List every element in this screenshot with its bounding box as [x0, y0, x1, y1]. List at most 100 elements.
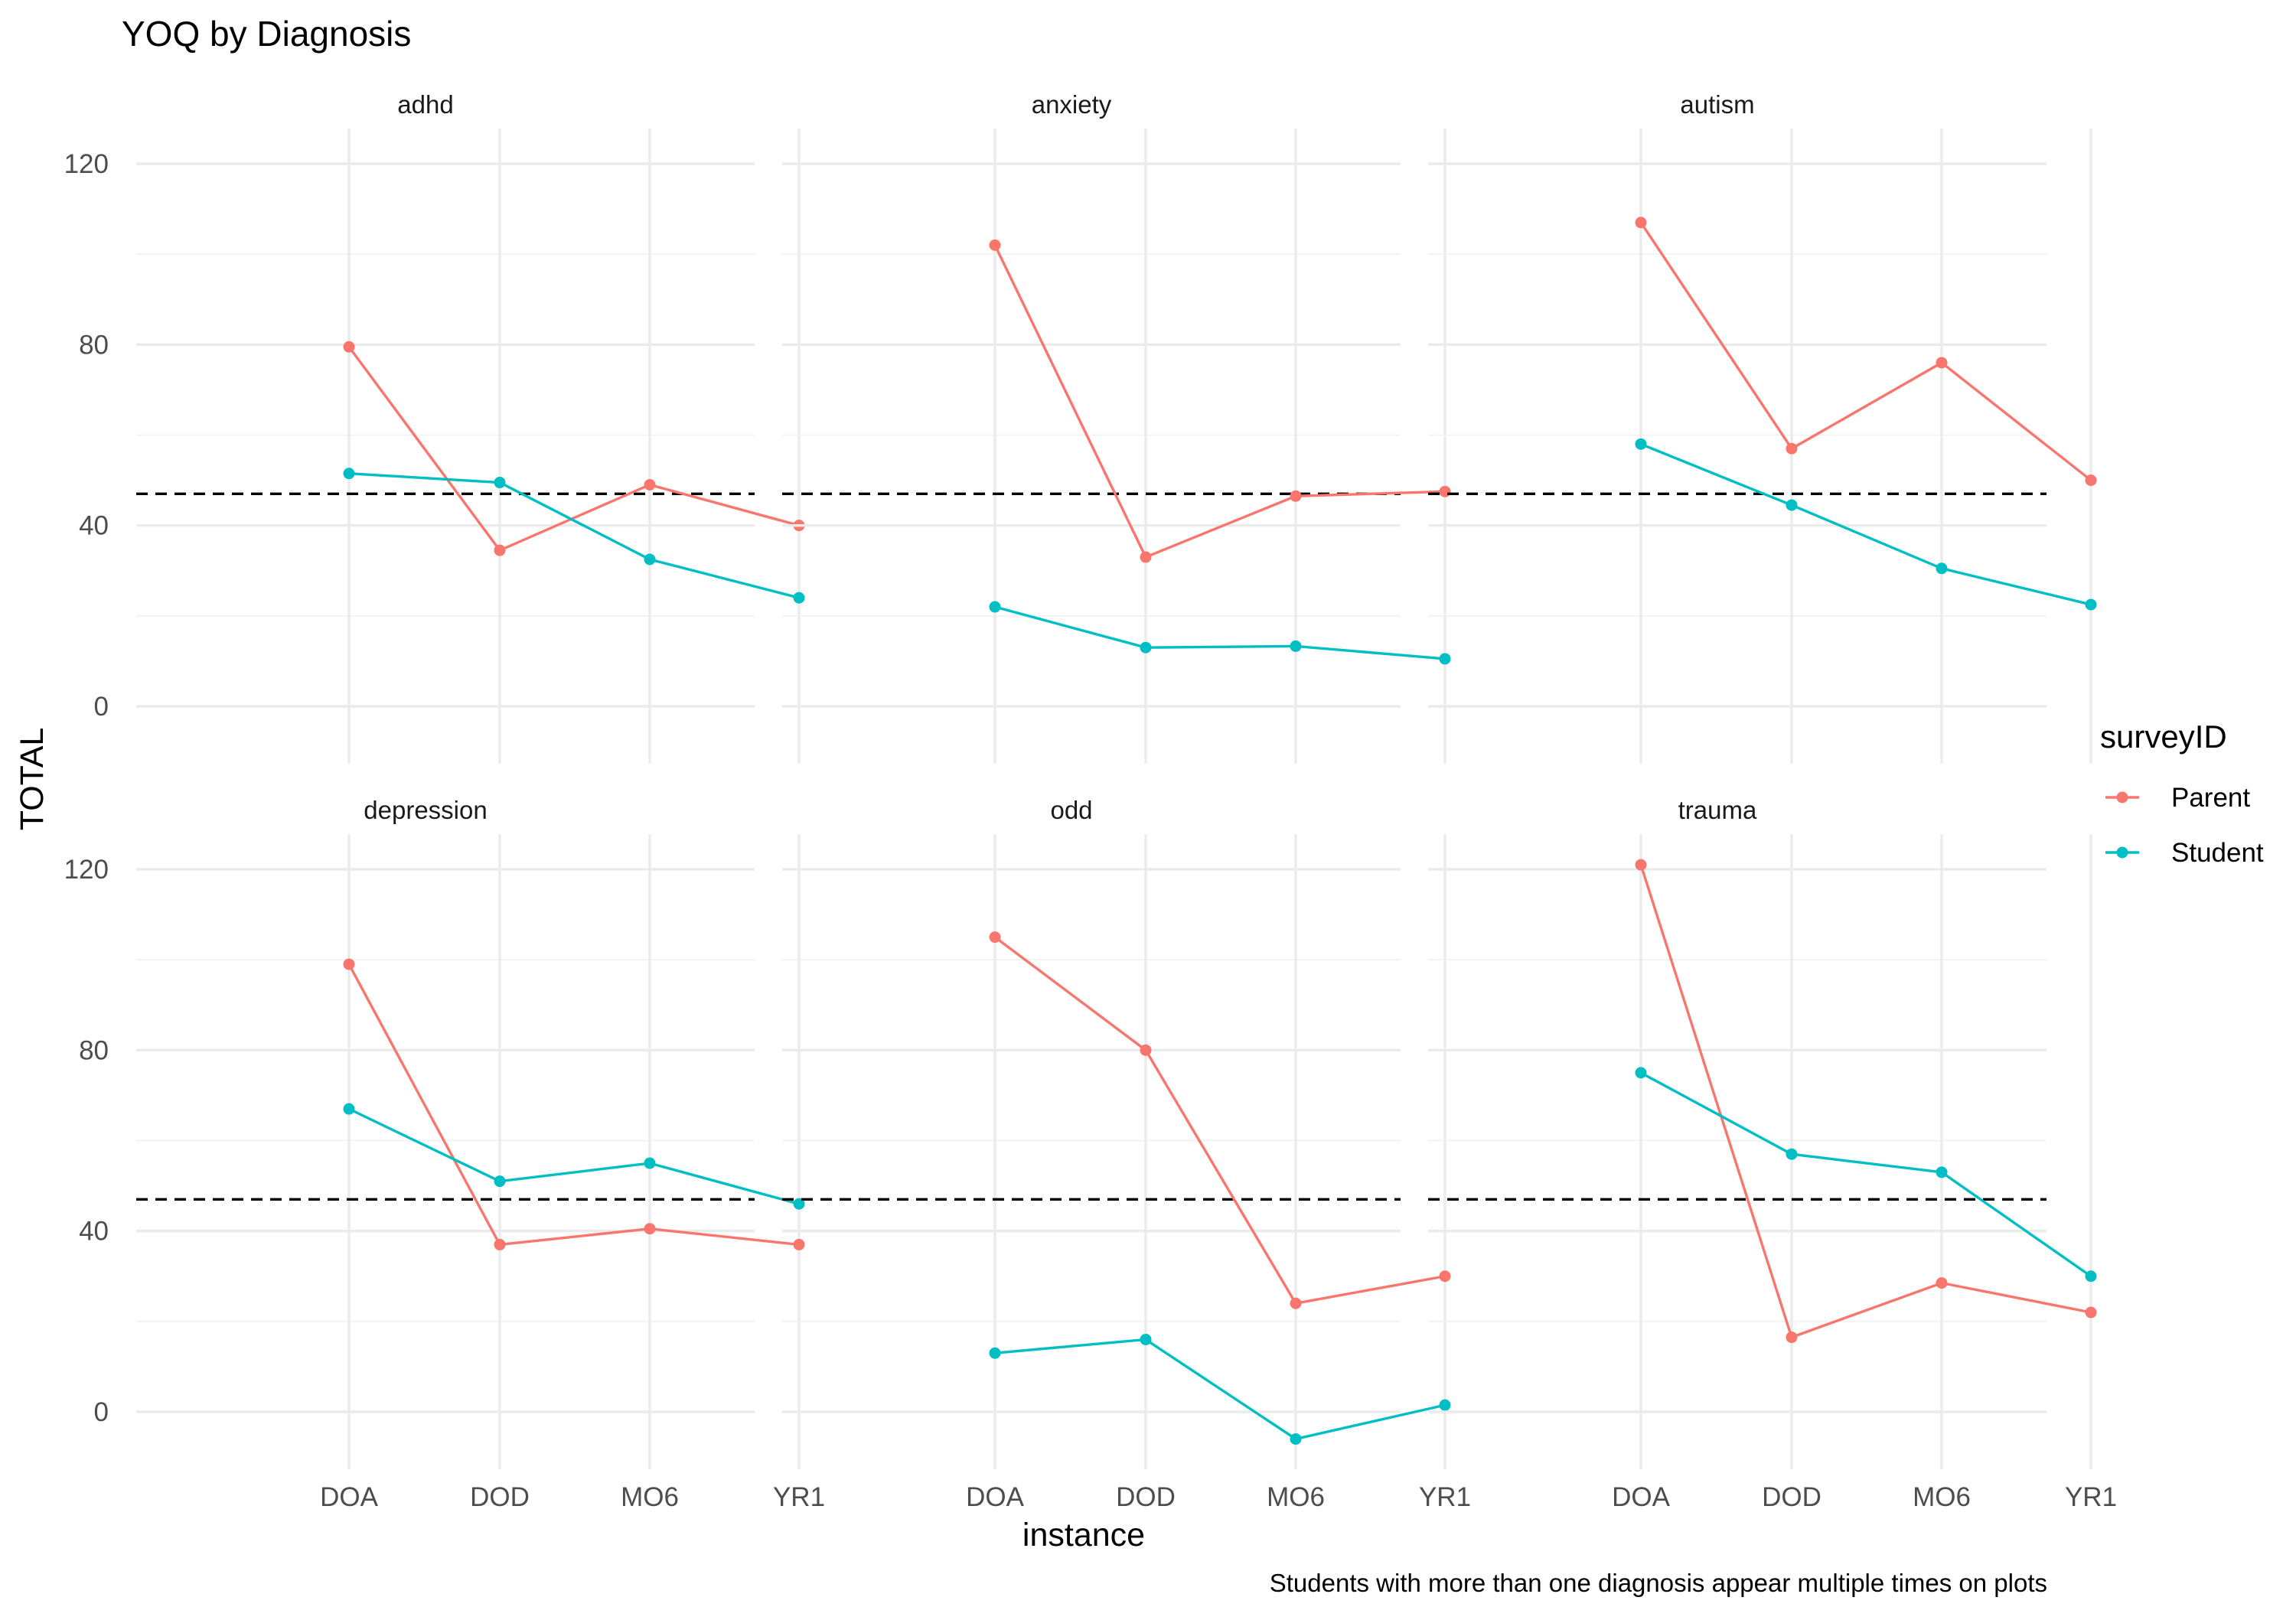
data-point-student: [989, 601, 1001, 613]
legend: surveyID Parent Student: [2100, 719, 2264, 868]
data-point-student: [343, 468, 355, 480]
data-point-parent: [494, 1238, 506, 1250]
data-point-parent: [343, 341, 355, 353]
facet-panel-autism: autism: [1428, 90, 2097, 764]
data-point-parent: [1786, 1332, 1798, 1344]
legend-key-point-parent: [2116, 791, 2128, 804]
data-point-parent: [1140, 1044, 1152, 1056]
data-point-student: [793, 592, 805, 604]
data-point-student: [343, 1103, 355, 1115]
series-line-parent: [347, 346, 800, 553]
series-line-parent: [347, 963, 800, 1247]
facet-label-trauma: trauma: [1678, 796, 1757, 824]
legend-key-point-student: [2116, 846, 2128, 859]
y-tick-label: 80: [79, 1035, 109, 1065]
facet-label-odd: odd: [1050, 796, 1092, 824]
data-point-parent: [1290, 490, 1302, 502]
data-point-student: [644, 553, 656, 566]
x-tick-label: DOD: [1116, 1482, 1176, 1512]
x-tick-label: MO6: [1913, 1482, 1971, 1512]
data-point-student: [1936, 562, 1948, 575]
y-tick-label: 120: [64, 855, 109, 885]
chart-caption: Students with more than one diagnosis ap…: [1270, 1569, 2047, 1597]
data-point-parent: [793, 1238, 805, 1250]
y-tick-label: 40: [79, 1217, 109, 1247]
data-point-parent: [1140, 551, 1152, 563]
x-tick-label: DOD: [1762, 1482, 1821, 1512]
data-point-parent: [494, 544, 506, 556]
series-line-parent: [993, 936, 1446, 1305]
data-point-parent: [343, 958, 355, 970]
facet-panel-depression: depression 0 40 80 120 DOA DOD MO6 YR1: [64, 796, 825, 1512]
facet-label-autism: autism: [1680, 90, 1754, 119]
y-tick-label: 0: [94, 1397, 109, 1427]
data-point-student: [494, 1175, 506, 1188]
series-line-parent: [993, 244, 1446, 559]
facet-panel-odd: odd DOA DOD MO6 YR1: [782, 796, 1471, 1512]
facet-label-depression: depression: [364, 796, 487, 824]
y-tick-label: 80: [79, 330, 109, 360]
facet-panel-adhd: adhd 0 40 80 120: [64, 90, 805, 764]
facet-panel-trauma: trauma DOA DOD MO6 YR1: [1428, 796, 2117, 1512]
y-tick-label: 0: [94, 692, 109, 722]
y-tick-label: 40: [79, 511, 109, 541]
legend-label-student: Student: [2171, 838, 2264, 868]
series-line-parent: [1639, 221, 2092, 481]
series-line-student: [994, 605, 1446, 660]
data-point-parent: [1439, 1270, 1451, 1283]
data-point-parent: [1936, 357, 1948, 369]
data-point-parent: [989, 239, 1001, 251]
data-point-parent: [644, 478, 656, 491]
series-line-parent: [1639, 864, 2092, 1339]
facet-label-anxiety: anxiety: [1032, 90, 1112, 119]
facet-panels: adhd 0 40 80 120 anxiety autism depression 0 40 80…: [64, 90, 2117, 1512]
data-point-student: [1290, 640, 1302, 652]
data-point-parent: [1936, 1277, 1948, 1289]
legend-title: surveyID: [2100, 719, 2227, 755]
x-tick-label: DOA: [1612, 1482, 1671, 1512]
chart-title: YOQ by Diagnosis: [122, 14, 411, 54]
series-line-student: [1640, 1071, 2092, 1278]
data-point-parent: [644, 1223, 656, 1235]
x-tick-label: DOA: [320, 1482, 379, 1512]
data-point-parent: [2085, 474, 2097, 487]
data-point-parent: [1786, 442, 1798, 455]
x-tick-label: DOA: [966, 1482, 1025, 1512]
data-point-student: [1635, 438, 1647, 450]
data-point-student: [1140, 1333, 1152, 1345]
facet-label-adhd: adhd: [397, 90, 453, 119]
data-point-student: [1786, 1148, 1798, 1160]
data-point-student: [1439, 653, 1451, 665]
data-point-student: [2085, 1270, 2097, 1283]
data-point-student: [2085, 598, 2097, 611]
data-point-student: [1439, 1399, 1451, 1411]
x-tick-label: YR1: [2065, 1482, 2117, 1512]
facet-panel-anxiety: anxiety: [782, 90, 1451, 764]
y-tick-label: 120: [64, 149, 109, 179]
x-tick-label: YR1: [1419, 1482, 1471, 1512]
data-point-student: [1140, 641, 1152, 654]
data-point-student: [793, 1198, 805, 1210]
series-line-student: [994, 1338, 1446, 1441]
data-point-parent: [1290, 1297, 1302, 1309]
data-point-parent: [1635, 859, 1647, 871]
series-line-student: [348, 472, 800, 599]
series-line-student: [348, 1107, 800, 1205]
data-point-student: [1936, 1166, 1948, 1178]
data-point-parent: [1439, 485, 1451, 497]
series-line-student: [1640, 442, 2092, 606]
y-axis-title: TOTAL: [14, 728, 51, 831]
x-tick-label: DOD: [470, 1482, 530, 1512]
data-point-parent: [989, 931, 1001, 944]
x-tick-label: YR1: [773, 1482, 825, 1512]
data-point-parent: [1635, 217, 1647, 229]
x-tick-label: MO6: [1267, 1482, 1325, 1512]
data-point-student: [1786, 499, 1798, 511]
data-point-student: [1290, 1433, 1302, 1445]
x-axis-title: instance: [1022, 1517, 1145, 1553]
legend-label-parent: Parent: [2171, 783, 2250, 813]
x-tick-label: MO6: [621, 1482, 679, 1512]
data-point-student: [494, 477, 506, 489]
data-point-student: [644, 1157, 656, 1169]
